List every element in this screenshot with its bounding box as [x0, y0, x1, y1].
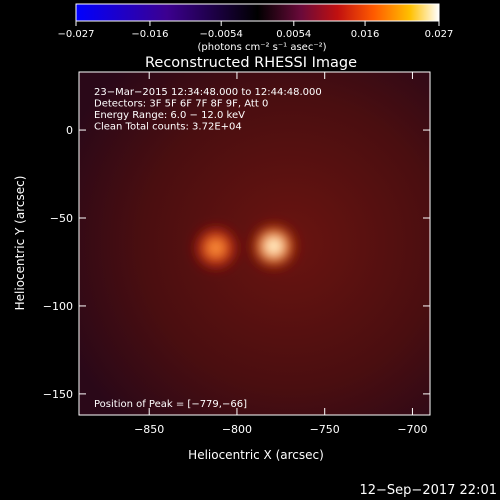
peak-position-label: Position of Peak = [−779,−66] — [94, 399, 247, 410]
colorbar-tick-label: 0.016 — [351, 29, 380, 40]
annotation-line: Energy Range: 6.0 − 12.0 keV — [94, 110, 245, 121]
y-tick-label: −50 — [50, 212, 73, 225]
chart-title: Reconstructed RHESSI Image — [145, 55, 357, 71]
colorbar-unit-label: (photons cm⁻² s⁻¹ asec⁻²) — [197, 42, 326, 53]
colorbar-tick-label: 0.0054 — [276, 29, 311, 40]
annotation-line: 23−Mar−2015 12:34:48.000 to 12:44:48.000 — [94, 87, 322, 98]
y-tick-label: 0 — [66, 124, 73, 137]
x-tick-label: −750 — [310, 423, 340, 436]
x-axis-label: Heliocentric X (arcsec) — [188, 448, 324, 462]
source-core — [209, 241, 224, 256]
x-tick-label: −700 — [397, 423, 427, 436]
y-tick-label: −150 — [43, 388, 73, 401]
colorbar-ticks: −0.027 −0.016 −0.0054 0.0054 0.016 0.027 — [57, 21, 453, 40]
y-axis-label: Heliocentric Y (arcsec) — [13, 176, 27, 311]
colorbar-tick-label: −0.027 — [57, 29, 94, 40]
annotation-line: Detectors: 3F 5F 6F 7F 8F 9F, Att 0 — [94, 99, 268, 110]
source-core — [266, 238, 282, 254]
colorbar — [76, 4, 439, 21]
colorbar-tick-label: 0.027 — [425, 29, 454, 40]
footer-timestamp: 12−Sep−2017 22:01 — [359, 483, 497, 498]
x-tick-label: −850 — [134, 423, 164, 436]
x-tick-label: −800 — [222, 423, 252, 436]
colorbar-tick-label: −0.016 — [131, 29, 168, 40]
y-tick-label: −100 — [43, 300, 73, 313]
colorbar-tick-label: −0.0054 — [200, 29, 243, 40]
annotation-line: Clean Total counts: 3.72E+04 — [94, 122, 242, 133]
